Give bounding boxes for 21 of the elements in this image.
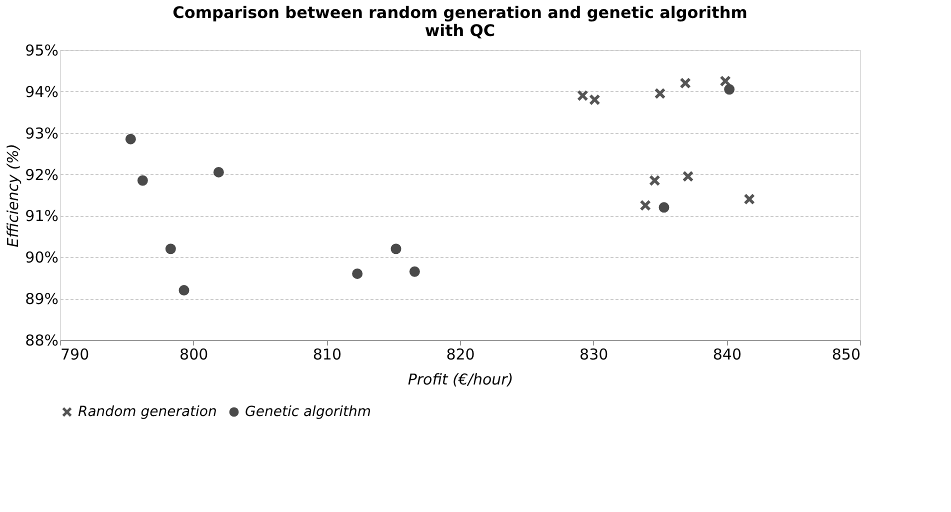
- x-tick-label: 830: [580, 346, 608, 364]
- y-tick-label: 88%: [25, 332, 58, 350]
- legend-label: Random generation: [78, 404, 217, 420]
- x-tick-label: 840: [712, 346, 742, 364]
- x-tick-label: 790: [60, 346, 90, 364]
- x-axis-title: Profit (€/hour): [408, 370, 514, 388]
- y-tick-label: 93%: [25, 124, 58, 142]
- y-tick-label: 91%: [25, 207, 58, 226]
- x-tick-label: 810: [312, 346, 342, 364]
- x-tick-label: 850: [832, 346, 860, 364]
- y-tick-label: 90%: [25, 248, 58, 267]
- y-axis-title: Efficiency (%): [4, 144, 22, 248]
- y-tick-label: 95%: [25, 42, 58, 60]
- legend-label: Genetic algorithm: [245, 404, 372, 420]
- y-tick-label: 94%: [25, 82, 58, 101]
- y-tick-label: 89%: [25, 290, 58, 308]
- x-tick-label: 800: [180, 346, 208, 364]
- text: with QC: [424, 21, 496, 40]
- text: Comparison between random generation and genetic algorithm: [172, 3, 748, 22]
- y-tick-label: 92%: [25, 166, 58, 184]
- x-tick-label: 820: [446, 346, 475, 364]
